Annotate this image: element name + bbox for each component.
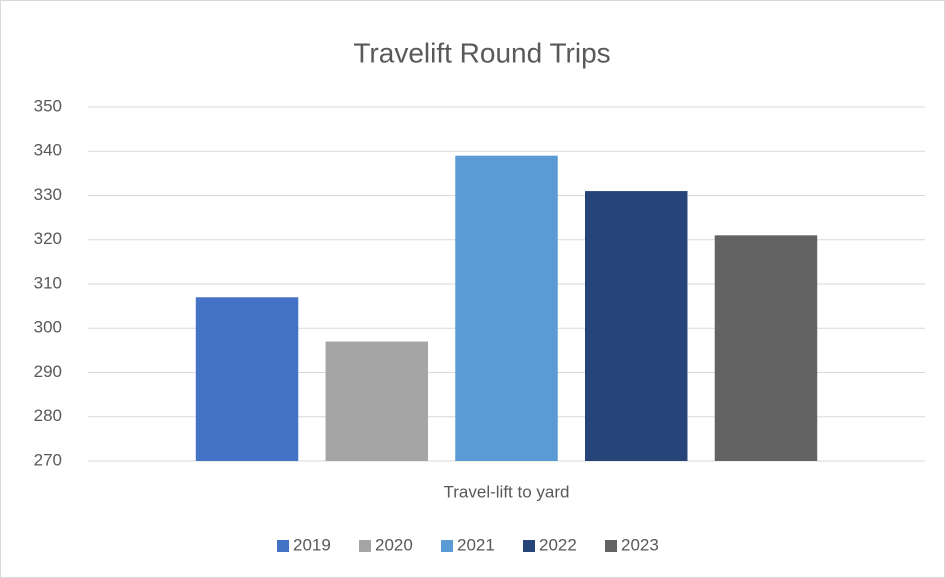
legend-label: 2023 <box>621 535 659 554</box>
bar <box>455 155 558 462</box>
x-tick-label: Travel-lift to yard <box>444 482 570 501</box>
legend-label: 2021 <box>457 535 495 554</box>
chart-title: Travelift Round Trips <box>353 37 610 68</box>
y-tick-label: 350 <box>34 96 62 115</box>
bar <box>325 341 429 461</box>
y-tick-label: 310 <box>34 273 62 292</box>
y-tick-label: 270 <box>34 450 62 469</box>
bar <box>195 297 299 461</box>
legend-swatch <box>359 540 371 552</box>
y-tick-label: 280 <box>34 406 62 425</box>
bar <box>584 191 688 461</box>
y-tick-label: 300 <box>34 318 62 337</box>
legend-swatch <box>441 540 453 552</box>
y-tick-label: 320 <box>34 229 62 248</box>
legend-swatch <box>605 540 617 552</box>
bar <box>714 235 818 461</box>
y-tick-label: 290 <box>34 362 62 381</box>
y-tick-label: 330 <box>34 185 62 204</box>
legend-swatch <box>523 540 535 552</box>
legend-label: 2022 <box>539 535 577 554</box>
legend-label: 2020 <box>375 535 413 554</box>
legend-label: 2019 <box>293 535 331 554</box>
legend-swatch <box>277 540 289 552</box>
y-tick-label: 340 <box>34 141 62 160</box>
